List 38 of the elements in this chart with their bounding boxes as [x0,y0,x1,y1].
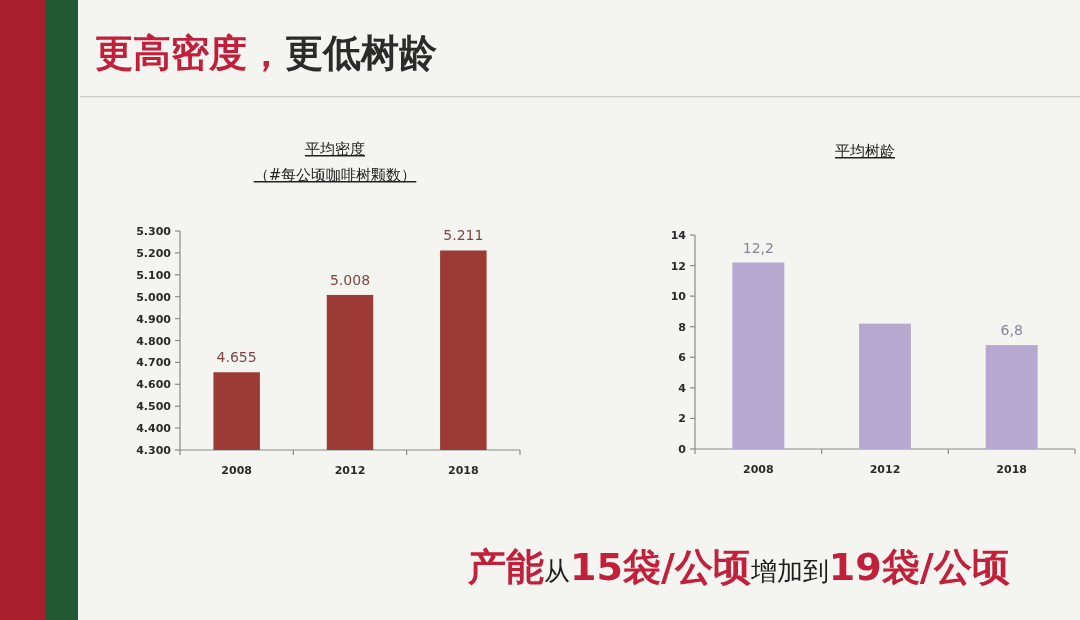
chart-title: 平均树龄 [835,142,895,160]
y-tick-label: 14 [670,229,687,242]
y-tick-label: 4.500 [136,400,172,414]
y-tick-label: 4.700 [136,356,172,370]
y-tick-label: 10 [670,290,687,304]
text: 产能从15袋/公顷增加到19袋/公顷 [467,545,1010,589]
data-label: 6,8 [1000,322,1023,339]
y-tick-label: 0 [678,443,687,456]
y-tick-label: 4 [678,381,687,395]
bar [859,323,911,449]
x-tick-label: 2012 [869,463,901,476]
y-tick-label: 8 [678,320,686,334]
bar [732,262,785,449]
text: 更高密度，更低树龄 [95,31,437,75]
x-tick-label: 2008 [221,464,252,477]
x-tick-label: 2018 [448,464,479,477]
x-tick-label: 2012 [334,464,366,477]
data-label: 5.211 [443,227,484,244]
y-tick-label: 4.400 [136,422,172,436]
y-tick-label: 5.100 [136,268,172,282]
y-tick-label: 5.000 [136,290,172,304]
y-tick-label: 4.900 [136,312,172,326]
bar [985,345,1038,449]
y-tick-label: 4.300 [136,444,172,457]
data-label: 4.655 [216,349,257,366]
data-label: 12,2 [742,239,774,256]
y-tick-label: 6 [678,351,687,365]
chart-subtitle: （#每公顷咖啡树颗数） [253,166,417,184]
y-tick-label: 5.300 [136,225,172,238]
chart-title: 平均密度 [305,140,365,158]
y-tick-label: 4.800 [136,334,172,348]
y-tick-label: 4.600 [136,378,172,392]
y-tick-label: 5.200 [136,246,172,260]
x-tick-label: 2018 [996,463,1027,476]
y-tick-label: 12 [670,259,686,273]
x-tick-label: 2008 [743,463,774,476]
y-tick-label: 2 [678,412,686,426]
data-label: 5.008 [329,271,371,288]
